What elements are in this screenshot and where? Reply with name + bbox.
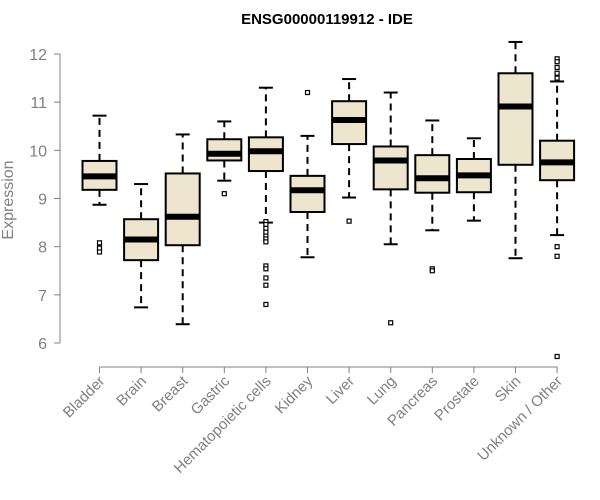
box-group [497,40,534,260]
outlier-point [554,64,560,71]
y-tick-label: 7 [38,288,47,305]
outlier-point [263,239,269,245]
outlier-point [429,268,435,274]
boxes [81,40,576,360]
outlier-point [304,89,311,96]
box-group [372,91,409,326]
box-group [123,183,160,309]
box-group [539,56,576,360]
x-tick-label: Skin [492,373,525,406]
outlier-point [263,266,269,272]
box-group [164,133,201,326]
outlier-point [554,75,560,81]
outlier-point [96,249,103,255]
y-tick-label: 10 [29,143,47,160]
y-tick-label: 8 [38,240,47,257]
outlier-point [221,191,227,197]
box-group [206,120,243,197]
x-tick-label: Kidney [272,372,317,417]
box-iqr [164,172,201,247]
outlier-point [554,244,560,250]
outlier-point [554,70,560,76]
x-tick-label: Lung [364,373,400,409]
outlier-point [554,353,560,360]
outlier-point [263,275,269,281]
outlier-point [96,240,103,246]
x-tick-label: Bladder [60,373,109,422]
y-axis-label: Expression [0,160,17,239]
outlier-point [263,282,269,288]
y-tick-label: 12 [29,47,47,64]
box-group [247,86,284,308]
box-group [289,89,326,259]
x-tick-label: Breast [149,372,192,415]
x-tick-label: Brain [113,373,150,410]
box-iqr [372,145,409,191]
y-axis-ticks: 6 7 8 9 10 11 12 [29,47,60,353]
outlier-point [554,59,560,65]
box-iqr [289,174,326,213]
chart-title: ENSG00000119912 - IDE [241,11,413,28]
outlier-point [346,218,352,224]
outlier-point [263,301,269,308]
y-tick-label: 9 [38,192,47,209]
box-iqr [206,138,243,162]
box-group [455,137,492,222]
x-tick-label: Liver [323,373,358,408]
box-iqr [414,154,451,194]
outlier-point [388,320,394,326]
y-tick-label: 6 [38,336,47,353]
box-iqr [497,72,534,166]
box-group [81,114,118,255]
x-tick-label: Prostate [431,373,483,425]
outlier-point [554,253,560,259]
box-group [331,78,368,224]
box-group [414,119,451,274]
y-tick-label: 11 [30,95,47,112]
